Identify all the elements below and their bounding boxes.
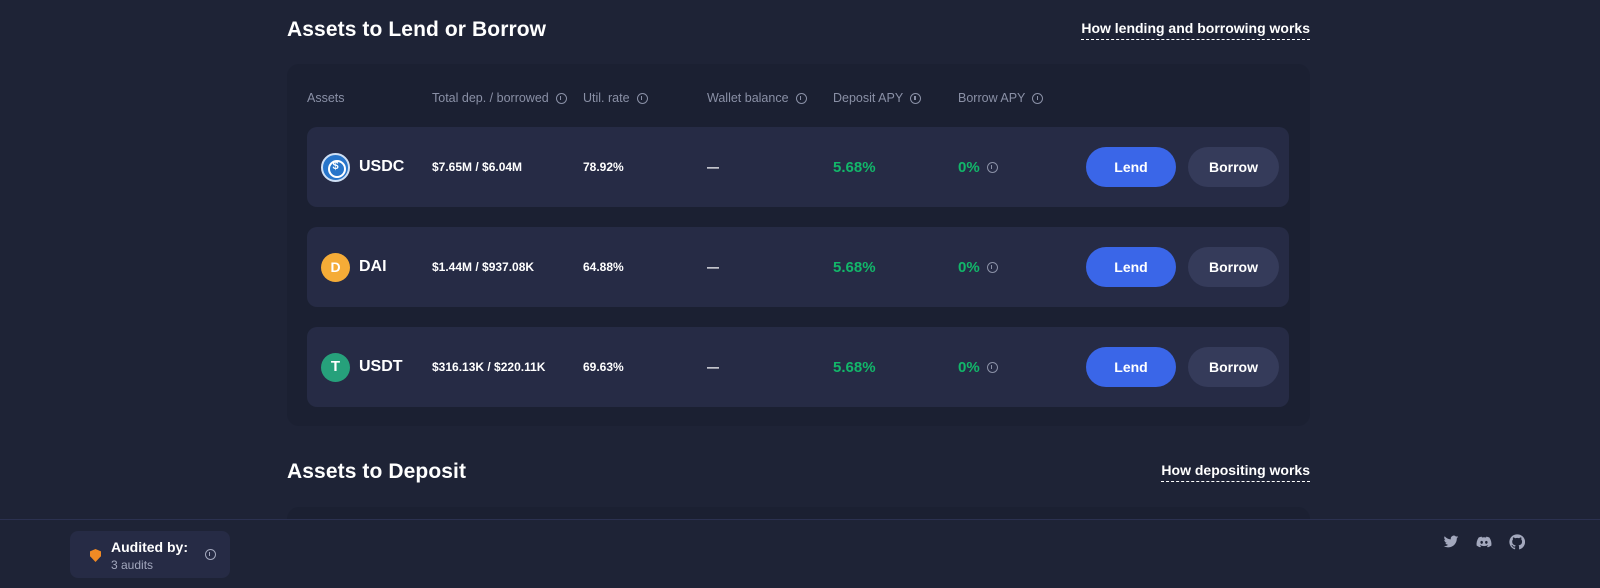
column-header-total: Total dep. / borrowed [432,91,567,105]
lend-borrow-title: Assets to Lend or Borrow [287,18,547,41]
audit-title: Audited by: [111,539,188,555]
wallet-balance: — [707,260,719,274]
wallet-balance: — [707,360,719,374]
column-label: Deposit APY [833,91,904,105]
lend-button[interactable]: Lend [1086,347,1176,387]
info-icon[interactable] [795,92,807,104]
audit-count: 3 audits [111,558,154,572]
total-deposited-borrowed: $7.65M / $6.04M [432,160,523,174]
column-header-assets: Assets [307,91,345,105]
table-row: T USDT $316.13K / $220.11K 69.63% — 5.68… [307,327,1289,407]
total-deposited-borrowed: $316.13K / $220.11K [432,360,546,374]
borrow-apy: 0% [958,327,998,407]
column-header-util: Util. rate [583,91,648,105]
asset-cell: T USDT [321,327,403,407]
asset-symbol: DAI [359,258,387,275]
deposit-apy: 5.68% [833,358,876,376]
total-deposited-borrowed: $1.44M / $937.08K [432,260,535,274]
table-row: D DAI $1.44M / $937.08K 64.88% — 5.68% 0… [307,227,1289,307]
deposit-header: Assets to Deposit How depositing works [287,460,1310,484]
how-depositing-works-link[interactable]: How depositing works [1161,462,1310,482]
usdt-icon: T [321,352,350,382]
twitter-icon[interactable] [1443,534,1459,550]
column-label: Total dep. / borrowed [432,91,549,105]
discord-icon[interactable] [1476,534,1492,550]
asset-symbol: USDT [359,358,403,375]
github-icon[interactable] [1509,534,1525,550]
borrow-button[interactable]: Borrow [1188,347,1279,387]
shield-icon [90,549,101,562]
util-rate: 64.88% [583,260,624,274]
wallet-balance: — [707,160,719,174]
column-label: Util. rate [583,91,630,105]
table-row: $ USDC $7.65M / $6.04M 78.92% — 5.68% 0%… [307,127,1289,207]
column-header-deposit-apy: Deposit APY [833,91,922,105]
borrow-apy-value: 0% [958,158,980,176]
info-icon[interactable] [986,261,998,273]
column-label: Borrow APY [958,91,1026,105]
util-rate: 78.92% [583,160,624,174]
lend-button[interactable]: Lend [1086,147,1176,187]
util-rate: 69.63% [583,360,624,374]
asset-cell: D DAI [321,227,387,307]
column-header-borrow-apy: Borrow APY [958,91,1044,105]
borrow-apy-value: 0% [958,258,980,276]
audit-card[interactable]: Audited by: 3 audits [70,531,230,578]
info-icon[interactable] [910,92,922,104]
how-lending-works-link[interactable]: How lending and borrowing works [1081,20,1310,40]
deposit-apy: 5.68% [833,258,876,276]
borrow-apy: 0% [958,127,998,207]
column-label: Assets [307,91,345,105]
info-icon[interactable] [636,92,648,104]
info-icon[interactable] [986,361,998,373]
borrow-button[interactable]: Borrow [1188,247,1279,287]
deposit-title: Assets to Deposit [287,460,467,483]
info-icon[interactable] [205,549,216,560]
borrow-button[interactable]: Borrow [1188,147,1279,187]
borrow-apy-value: 0% [958,358,980,376]
info-icon[interactable] [1032,92,1044,104]
info-icon[interactable] [555,92,567,104]
lend-borrow-table: Assets Total dep. / borrowed Util. rate … [287,64,1310,426]
info-icon[interactable] [986,161,998,173]
column-header-wallet: Wallet balance [707,91,807,105]
dai-icon: D [321,252,350,282]
lend-button[interactable]: Lend [1086,247,1176,287]
usdc-icon: $ [321,152,350,182]
lend-borrow-header: Assets to Lend or Borrow How lending and… [287,18,1310,42]
deposit-apy: 5.68% [833,158,876,176]
asset-cell: $ USDC [321,127,404,207]
footer: Audited by: 3 audits [0,519,1600,588]
asset-symbol: USDC [359,158,405,175]
borrow-apy: 0% [958,227,998,307]
column-label: Wallet balance [707,91,789,105]
